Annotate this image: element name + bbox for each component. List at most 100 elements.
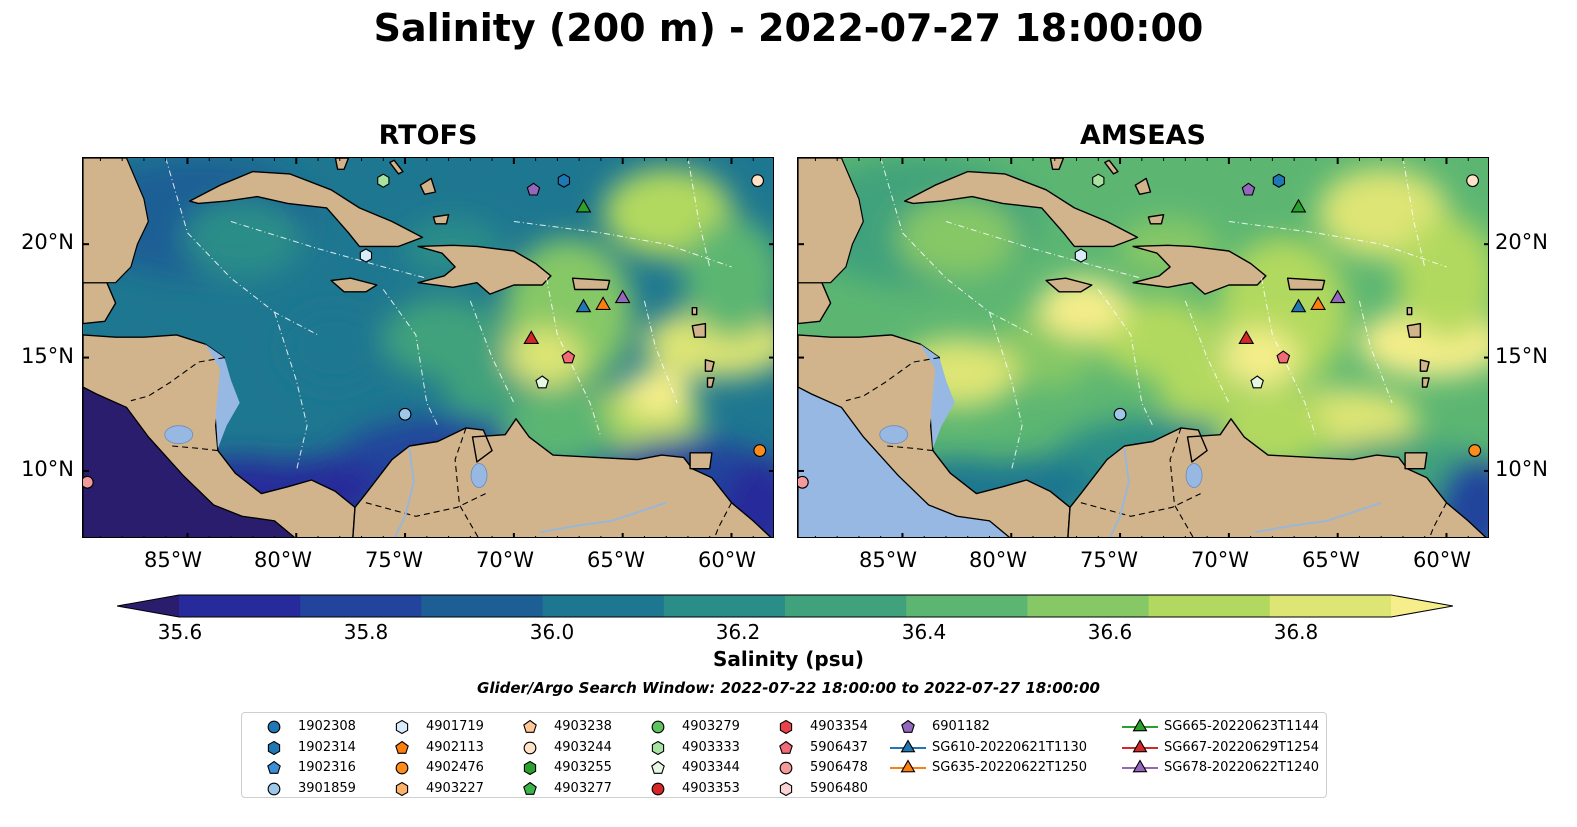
- salinity-patch: [898, 198, 1018, 278]
- landmass: [1045, 277, 1093, 293]
- legend-marker: [779, 781, 793, 796]
- legend-marker: [267, 782, 281, 795]
- country-border: [365, 493, 486, 517]
- observation-4902476: [753, 444, 767, 457]
- lon-tick-label: 80°W: [969, 548, 1027, 572]
- legend-label: SG665-20220623T1144: [1164, 719, 1320, 734]
- eez-boundary: [469, 300, 515, 404]
- legend-label: 1902308: [298, 719, 356, 734]
- legend-marker: [900, 738, 916, 752]
- observation-SG678-20220622T1240: [1329, 289, 1346, 304]
- colorbar-segment: [785, 595, 907, 617]
- colorbar-segment: [1148, 595, 1271, 617]
- lat-tick-label: 15°N: [1495, 344, 1548, 368]
- colorbar-segment: [663, 595, 786, 617]
- observation-4903344: [1250, 375, 1264, 389]
- lake: [470, 463, 488, 488]
- legend-marker: [651, 760, 665, 774]
- colorbar-tick-label: 36.8: [1273, 620, 1319, 644]
- eez-boundary: [687, 158, 711, 268]
- salinity-patch: [1158, 358, 1238, 418]
- colorbar-segment: [1027, 595, 1150, 617]
- observation-5906437: [1276, 350, 1291, 364]
- colorbar-tick-label: 36.6: [1087, 620, 1133, 644]
- panel-title-amseas: AMSEAS: [1080, 120, 1206, 151]
- observation-4903333: [1092, 173, 1105, 188]
- landmass: [691, 306, 698, 316]
- legend-marker: [523, 741, 537, 754]
- legend-marker: [651, 782, 665, 795]
- legend-marker: [395, 740, 409, 754]
- landmass: [571, 277, 611, 291]
- landmass: [432, 214, 450, 225]
- colorbar-tick-label: 35.6: [157, 620, 203, 644]
- lon-tick-label: 65°W: [587, 548, 645, 572]
- lake: [164, 425, 194, 445]
- observation-5906478: [83, 475, 94, 489]
- landmass: [389, 159, 404, 175]
- salinity-patch: [183, 198, 303, 278]
- colorbar-segment: [1269, 595, 1392, 617]
- legend-label: 4903238: [554, 719, 612, 734]
- landmass: [1134, 177, 1152, 195]
- eez-boundary: [880, 158, 1034, 336]
- landmass: [1421, 377, 1430, 388]
- legend-label: 5906437: [810, 739, 868, 755]
- legend-label: 1902314: [298, 739, 356, 755]
- salinity-patch: [1218, 328, 1298, 388]
- map-amseas: [797, 157, 1489, 538]
- lake: [879, 425, 909, 445]
- observation-4901719: [359, 248, 373, 263]
- eez-boundary: [989, 312, 1023, 472]
- eez-boundary: [1097, 289, 1154, 426]
- observation-3901859: [1113, 407, 1127, 421]
- salinity-patch: [1098, 298, 1218, 378]
- legend-marker: [523, 760, 537, 776]
- landmass: [1419, 359, 1430, 372]
- observation-SG678-20220622T1240: [614, 289, 631, 304]
- map-canvas: [83, 158, 773, 537]
- eez-boundary: [513, 221, 732, 268]
- observation-4903244: [1466, 174, 1479, 188]
- country-border: [130, 357, 225, 402]
- landmass: [419, 177, 437, 195]
- river: [394, 448, 415, 537]
- observation-4902476: [1468, 444, 1482, 457]
- lon-tick-label: 60°W: [698, 548, 756, 572]
- legend-label: 4902476: [426, 760, 484, 775]
- colorbar-extend-high: [1391, 595, 1453, 617]
- legend-label: 5906480: [810, 780, 868, 796]
- lat-tick-label: 20°N: [1495, 230, 1548, 254]
- lon-tick-label: 65°W: [1302, 548, 1360, 572]
- legend-marker: [779, 719, 793, 735]
- country-border: [845, 357, 940, 402]
- river: [539, 501, 667, 534]
- legend-label: 4902113: [426, 739, 484, 755]
- lat-tick-label: 15°N: [21, 344, 74, 368]
- landmass: [1406, 322, 1422, 338]
- legend-label: 4901719: [426, 719, 484, 734]
- legend-marker: [395, 761, 409, 775]
- lon-tick-label: 70°W: [476, 548, 534, 572]
- legend-label: 4903353: [682, 780, 740, 796]
- colorbar-label: Salinity (psu): [712, 647, 864, 671]
- colorbar-segment: [542, 595, 665, 617]
- eez-boundary: [1261, 278, 1317, 438]
- eez-boundary: [546, 278, 602, 438]
- observation-4903244: [751, 174, 764, 188]
- country-border: [1080, 493, 1201, 517]
- colorbar-tick-label: 35.8: [343, 620, 389, 644]
- salinity-patch: [503, 328, 583, 388]
- legend-marker: [395, 781, 409, 796]
- landmass: [1104, 159, 1119, 175]
- eez-boundary: [1184, 300, 1230, 404]
- eez-boundary: [382, 289, 439, 426]
- landmass: [691, 322, 707, 338]
- legend-label: 4903354: [810, 719, 868, 734]
- search-window-text: Glider/Argo Search Window: 2022-07-22 18…: [477, 679, 1100, 697]
- observation-SG635-20220622T1250: [595, 296, 611, 310]
- observation-6901182: [526, 182, 541, 196]
- observation-4901719: [1074, 248, 1088, 263]
- lon-tick-label: 80°W: [254, 548, 312, 572]
- lat-tick-label: 10°N: [21, 457, 74, 481]
